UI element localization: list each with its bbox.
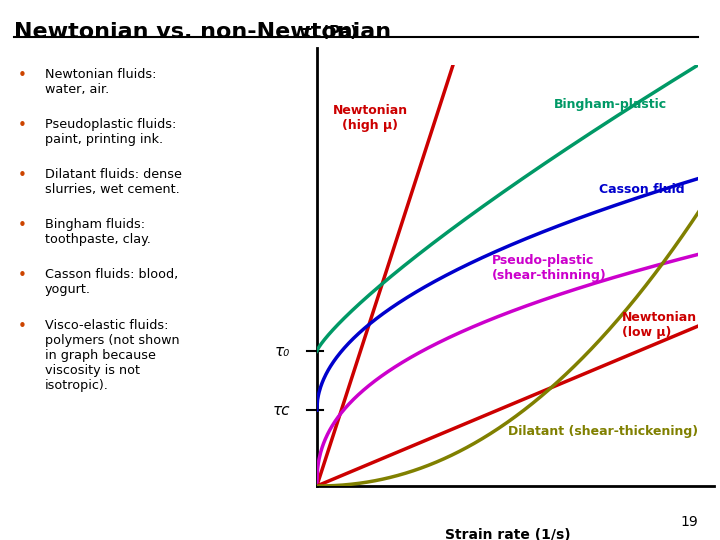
Text: Pseudo-plastic
(shear-thinning): Pseudo-plastic (shear-thinning)	[492, 254, 607, 282]
Text: Newtonian vs. non-Newtonian: Newtonian vs. non-Newtonian	[14, 22, 392, 42]
Text: Strain rate (1/s): Strain rate (1/s)	[445, 528, 570, 540]
Text: Bingham-plastic: Bingham-plastic	[554, 98, 667, 111]
Text: •: •	[18, 319, 27, 334]
Text: Dilatant fluids: dense
slurries, wet cement.: Dilatant fluids: dense slurries, wet cem…	[45, 168, 181, 196]
Text: •: •	[18, 68, 27, 83]
Text: Bingham fluids:
toothpaste, clay.: Bingham fluids: toothpaste, clay.	[45, 218, 150, 246]
Text: τ  (Pa): τ (Pa)	[302, 24, 356, 39]
Text: Casson fluid: Casson fluid	[599, 183, 685, 195]
Text: •: •	[18, 268, 27, 284]
Text: Newtonian
(high μ): Newtonian (high μ)	[333, 104, 408, 132]
Text: Dilatant (shear-thickening): Dilatant (shear-thickening)	[508, 425, 698, 438]
Text: Newtonian
(low μ): Newtonian (low μ)	[622, 311, 697, 339]
Text: Visco-elastic fluids:
polymers (not shown
in graph because
viscosity is not
isot: Visco-elastic fluids: polymers (not show…	[45, 319, 179, 392]
Text: τc: τc	[273, 403, 290, 417]
Text: 19: 19	[680, 515, 698, 529]
Text: Casson fluids: blood,
yogurt.: Casson fluids: blood, yogurt.	[45, 268, 178, 296]
Text: τ₀: τ₀	[275, 344, 290, 359]
Text: Pseudoplastic fluids:
paint, printing ink.: Pseudoplastic fluids: paint, printing in…	[45, 118, 176, 146]
Text: •: •	[18, 168, 27, 183]
Text: •: •	[18, 218, 27, 233]
Text: Newtonian fluids:
water, air.: Newtonian fluids: water, air.	[45, 68, 156, 96]
Text: •: •	[18, 118, 27, 133]
